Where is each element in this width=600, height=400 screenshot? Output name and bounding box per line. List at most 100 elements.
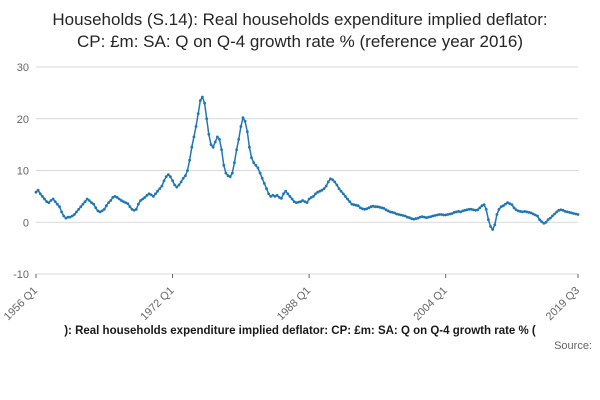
data-point — [152, 194, 155, 198]
data-point — [297, 200, 300, 204]
data-point — [337, 186, 341, 190]
data-point — [213, 140, 217, 143]
data-point — [501, 203, 505, 207]
data-point — [243, 119, 247, 123]
line-chart: -10 0 10 20 30 1956 Q1 1972 Q1 1988 Q1 2004 Q1 20… — [2, 62, 582, 323]
data-point — [192, 135, 196, 138]
data-point — [512, 205, 516, 209]
data-point — [391, 210, 394, 214]
data-point — [493, 222, 497, 226]
data-point — [164, 174, 168, 178]
data-point — [55, 202, 59, 206]
data-point — [499, 204, 503, 208]
data-point — [570, 211, 573, 214]
data-point — [427, 215, 430, 219]
data-point — [77, 207, 81, 211]
data-point — [90, 200, 93, 204]
data-point — [154, 191, 157, 195]
data-point — [145, 193, 149, 197]
data-point — [237, 137, 241, 141]
data-point — [111, 195, 115, 199]
data-point — [64, 216, 68, 220]
data-point — [147, 191, 151, 195]
data-point — [339, 189, 343, 193]
data-point — [265, 186, 268, 190]
data-point — [286, 191, 290, 195]
data-point — [128, 204, 132, 208]
data-point — [440, 212, 443, 216]
data-point — [431, 214, 435, 217]
data-point — [239, 124, 243, 128]
data-point — [405, 215, 409, 219]
data-point — [572, 211, 576, 215]
data-point — [273, 194, 277, 198]
data-point — [41, 194, 44, 198]
data-point — [92, 202, 95, 206]
data-point — [113, 194, 117, 198]
data-point — [533, 213, 537, 216]
data-point — [388, 210, 392, 213]
data-point — [299, 199, 302, 203]
data-point — [156, 189, 160, 193]
data-point — [378, 205, 381, 209]
data-point — [476, 207, 480, 211]
data-point — [277, 195, 281, 199]
data-point — [418, 215, 422, 219]
data-point — [516, 209, 520, 212]
data-point — [218, 137, 221, 141]
data-point — [252, 160, 256, 164]
data-point — [292, 199, 296, 203]
data-point — [160, 184, 164, 187]
data-point — [344, 194, 347, 198]
data-point — [446, 212, 450, 216]
data-point — [73, 212, 76, 216]
data-point — [109, 198, 113, 202]
data-point — [115, 195, 119, 199]
data-point — [290, 197, 294, 200]
data-point — [45, 199, 49, 203]
data-point — [384, 207, 388, 211]
data-point — [565, 210, 569, 213]
data-point — [510, 202, 514, 206]
data-point — [367, 205, 371, 209]
y-tick-label: 10 — [17, 165, 29, 177]
data-point — [318, 189, 322, 193]
data-point — [47, 200, 51, 204]
data-point — [399, 213, 403, 216]
data-point — [487, 217, 490, 221]
data-point — [203, 101, 207, 105]
x-tick-label: 2004 Q1 — [411, 284, 449, 322]
data-point — [105, 203, 108, 207]
data-point — [356, 203, 360, 207]
data-point — [472, 207, 475, 211]
data-point — [482, 202, 486, 206]
data-point — [457, 209, 460, 213]
data-point — [94, 205, 98, 209]
data-point — [309, 195, 313, 199]
data-point — [79, 204, 83, 208]
data-point — [474, 208, 477, 212]
data-point — [282, 191, 285, 195]
data-point — [463, 208, 467, 212]
data-point — [36, 188, 40, 192]
data-point — [68, 215, 72, 219]
data-point — [563, 209, 567, 213]
data-point — [467, 207, 471, 211]
data-point — [190, 145, 194, 149]
data-point — [350, 202, 354, 206]
data-point — [361, 206, 364, 210]
data-point — [416, 216, 420, 220]
data-point — [527, 210, 531, 214]
data-point — [83, 199, 87, 203]
data-point — [358, 205, 362, 209]
data-point — [546, 217, 550, 221]
data-point — [536, 214, 539, 217]
data-point — [96, 209, 100, 212]
data-point — [497, 207, 501, 211]
data-point — [508, 201, 512, 205]
data-point — [376, 204, 379, 208]
data-point — [149, 192, 153, 196]
data-point — [137, 202, 140, 206]
data-point — [235, 147, 239, 151]
data-point — [397, 212, 401, 216]
